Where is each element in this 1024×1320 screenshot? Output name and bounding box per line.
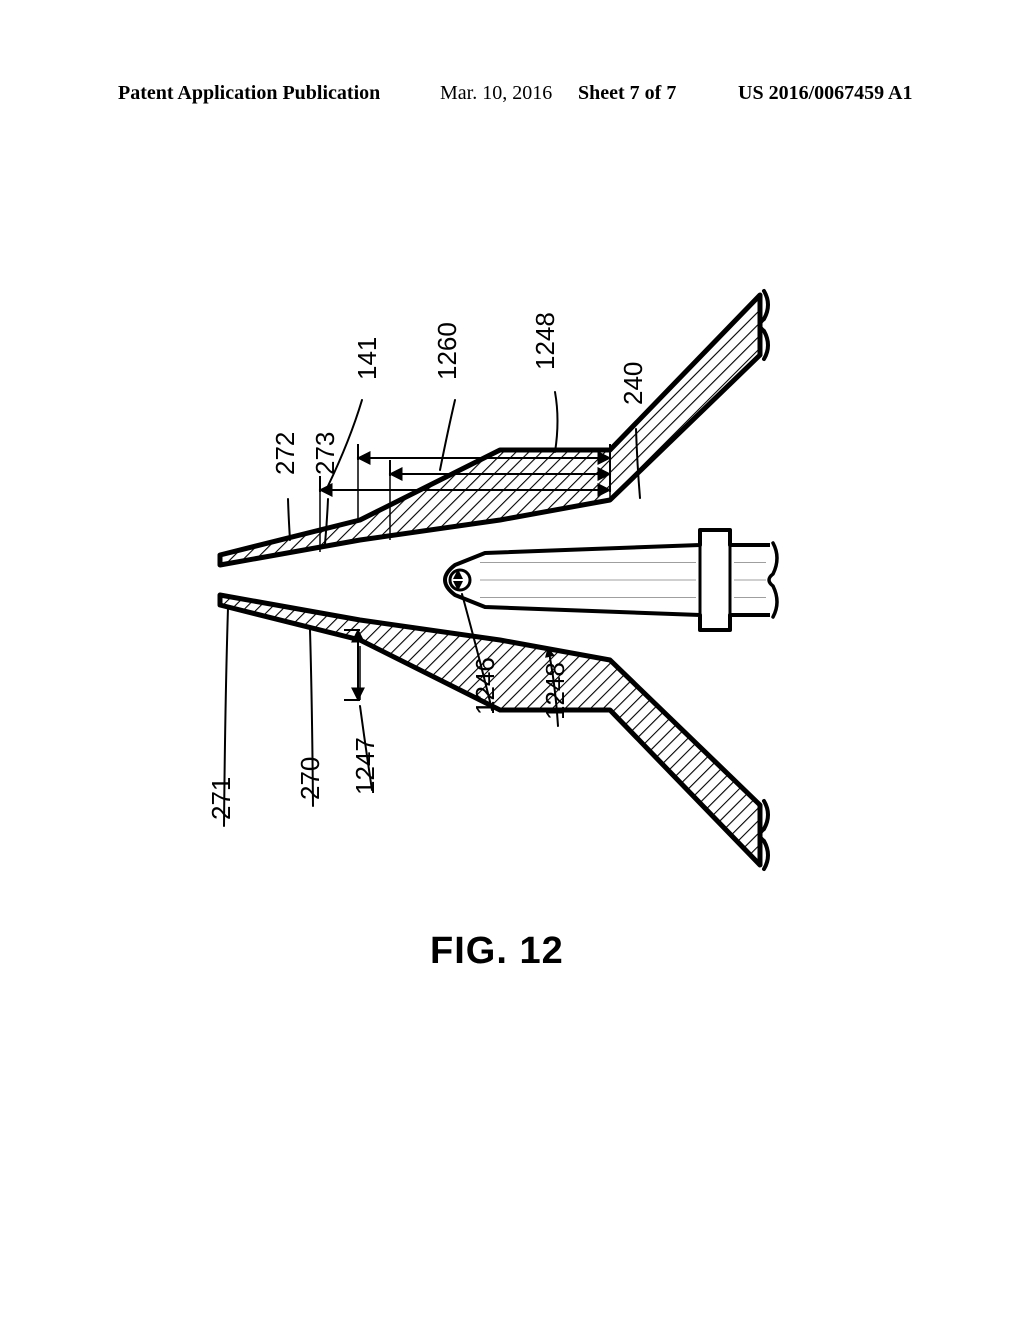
dim-1248-upper: 1248 xyxy=(530,312,561,370)
ref-273: 273 xyxy=(310,432,341,475)
ref-270: 270 xyxy=(295,757,326,800)
ref-272: 272 xyxy=(270,432,301,475)
dim-1247: 1247 xyxy=(350,737,381,795)
ref-271: 271 xyxy=(206,777,237,820)
ref-240: 240 xyxy=(618,362,649,405)
figure-caption: FIG. 12 xyxy=(430,930,564,973)
ref-1248-lower: 1248 xyxy=(540,662,571,720)
figure-12: 1248 141 1260 1247 1246 271 272 273 270 240 1248 F… xyxy=(0,0,1024,1320)
dim-1246: 1246 xyxy=(470,657,501,715)
figure-svg xyxy=(0,0,1024,1320)
dim-141: 141 xyxy=(352,337,383,380)
dim-1260: 1260 xyxy=(432,322,463,380)
page: Patent Application Publication Mar. 10, … xyxy=(0,0,1024,1320)
